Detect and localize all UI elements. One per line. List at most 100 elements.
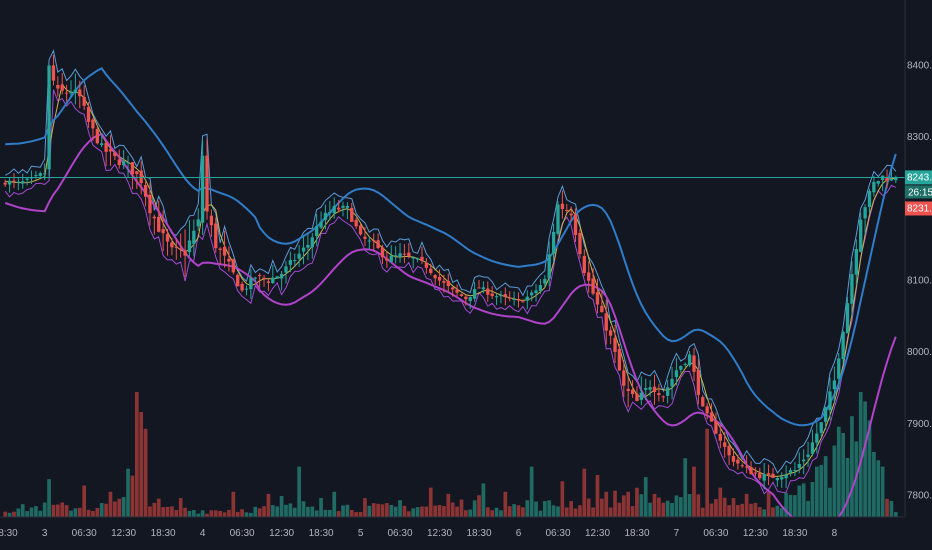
time-axis-panel[interactable]: [0, 517, 905, 550]
volume-bar: [889, 500, 894, 517]
candle: [736, 454, 740, 470]
candle: [516, 292, 521, 308]
volume-bar: [485, 507, 490, 517]
volume-bar: [661, 502, 666, 517]
volume-bar: [3, 511, 8, 517]
candle: [183, 229, 187, 277]
candle: [95, 126, 99, 145]
candle: [793, 462, 797, 477]
candle: [73, 73, 78, 105]
candle: [179, 233, 183, 258]
candle: [608, 326, 613, 345]
volume-bar: [64, 505, 69, 517]
candle-body: [569, 213, 573, 216]
volume-bar: [152, 502, 157, 517]
volume-bar: [253, 506, 258, 517]
volume-bar: [538, 510, 543, 517]
candle-body: [231, 259, 235, 273]
candle-body: [358, 225, 363, 235]
candle: [236, 273, 240, 287]
candle-body: [407, 252, 411, 257]
candle: [797, 452, 801, 474]
volume-bar: [779, 508, 784, 517]
candle-body: [363, 236, 367, 239]
volume-bar: [665, 500, 670, 517]
candle: [723, 432, 727, 458]
candle: [389, 245, 393, 263]
candle: [872, 175, 876, 197]
candle: [21, 173, 25, 189]
candle: [161, 210, 165, 252]
volume-bar: [714, 499, 718, 517]
candle: [617, 343, 622, 371]
candle: [104, 140, 108, 167]
candle: [657, 384, 661, 402]
volume-bar: [613, 490, 617, 517]
volume-bar: [709, 503, 714, 517]
candle: [433, 274, 437, 285]
volume-bar: [687, 494, 692, 517]
candle: [701, 394, 705, 407]
candle: [3, 179, 7, 187]
candle: [315, 214, 319, 247]
candle-body: [240, 283, 244, 291]
volume-bar: [183, 507, 187, 517]
price-tick-label: 8000.00: [907, 347, 932, 358]
volume-bar: [257, 508, 262, 517]
candle: [766, 464, 771, 486]
time-tick-label: 12:30: [427, 528, 452, 539]
volume-bar: [556, 506, 560, 517]
candle-body: [556, 204, 560, 234]
volume-bar: [130, 475, 135, 517]
volume-bar: [775, 505, 780, 517]
time-tick-label: 12:30: [743, 528, 768, 539]
volume-bar: [736, 505, 740, 517]
candle: [740, 463, 744, 468]
candle: [560, 190, 565, 219]
volume-bar: [503, 491, 508, 517]
candle-body: [218, 248, 222, 250]
volume-bar: [358, 512, 363, 517]
volume-bar: [573, 508, 578, 517]
price-tick-label: 8300.00: [907, 132, 932, 143]
candle: [121, 149, 126, 169]
volume-bar: [814, 466, 819, 517]
candle-body: [692, 355, 696, 372]
candle: [437, 269, 442, 286]
volume-bar: [494, 507, 499, 517]
volume-bar: [376, 503, 380, 517]
candle-body: [837, 358, 841, 379]
candle: [253, 276, 257, 282]
candle-body: [657, 393, 661, 396]
candle-body: [639, 392, 644, 400]
volume-bar: [643, 477, 648, 517]
volume-bar: [113, 501, 117, 517]
candle: [512, 291, 516, 306]
volume-bar: [56, 504, 60, 517]
volume-layer: [3, 392, 898, 517]
candle-body: [472, 289, 477, 299]
candle-body: [648, 387, 652, 390]
volume-bar: [757, 507, 762, 517]
candle: [499, 290, 503, 304]
candle: [828, 377, 832, 421]
candle: [407, 243, 411, 259]
volume-bar: [670, 502, 674, 517]
price-axis-panel[interactable]: [905, 0, 932, 550]
volume-bar: [266, 493, 271, 517]
candle: [885, 169, 889, 189]
candle: [692, 347, 696, 381]
candle: [266, 277, 271, 292]
candle-body: [91, 119, 95, 129]
time-tick-label: 7: [674, 528, 680, 539]
candle: [25, 177, 29, 186]
candle-body: [859, 219, 863, 252]
candle: [135, 170, 139, 189]
candle-body: [262, 277, 266, 280]
candle: [718, 425, 722, 449]
candle: [174, 239, 178, 260]
candle-body: [490, 293, 494, 297]
candle: [7, 177, 12, 193]
candle: [468, 296, 472, 309]
